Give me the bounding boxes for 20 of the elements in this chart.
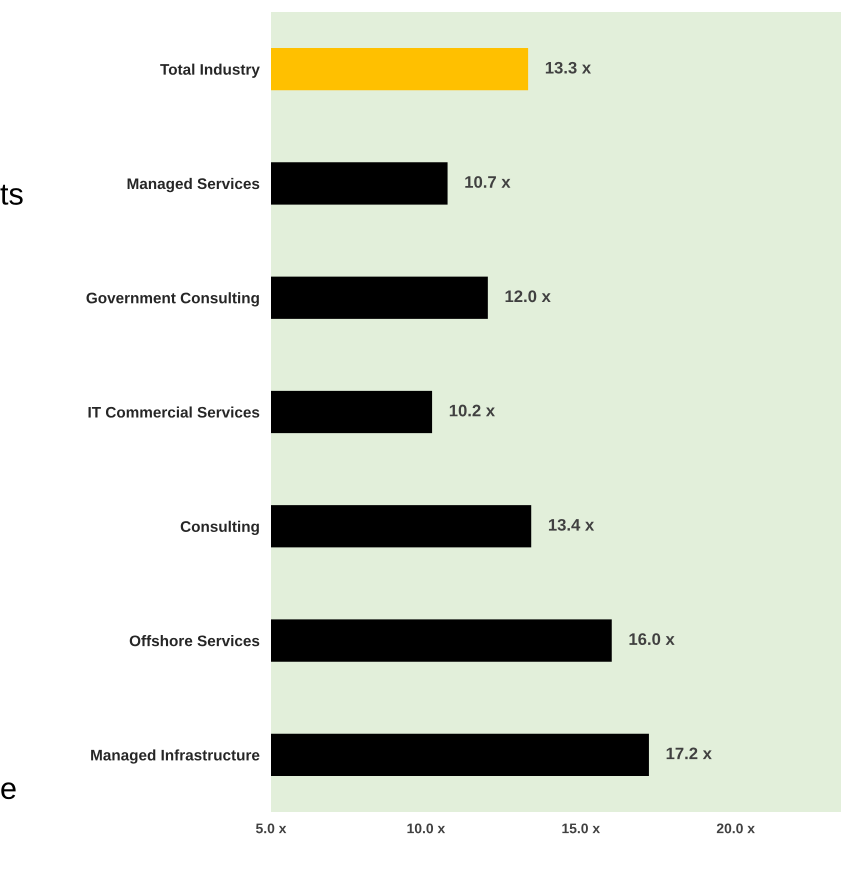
x-tick-label: 20.0 x: [716, 823, 755, 834]
data-label: 10.2 x: [450, 404, 495, 416]
y-tick-label: Total Industry: [160, 64, 260, 78]
data-label: 17.2 x: [666, 748, 712, 760]
x-tick-label: 15.0 x: [562, 823, 600, 834]
y-tick-label: IT Commercial Services: [88, 406, 260, 418]
data-label: 12.0 x: [506, 290, 551, 302]
y-tick-label: Government Consulting: [86, 292, 259, 306]
text: ts: [0, 184, 23, 205]
y-tick-label: Managed Infrastructure: [91, 749, 260, 764]
text: e: [1, 782, 16, 800]
data-label: 10.7 x: [465, 176, 510, 188]
data-label: 16.0 x: [629, 633, 675, 646]
x-tick-label: 10.0 x: [407, 823, 446, 834]
data-label: 13.4 x: [548, 518, 594, 531]
y-tick-label: Managed Services: [128, 178, 260, 192]
x-tick-label: 5.0 x: [256, 823, 286, 834]
data-label: 13.3 x: [546, 62, 592, 74]
y-tick-label: Offshore Services: [130, 635, 260, 646]
y-tick-label: Consulting: [180, 520, 259, 536]
